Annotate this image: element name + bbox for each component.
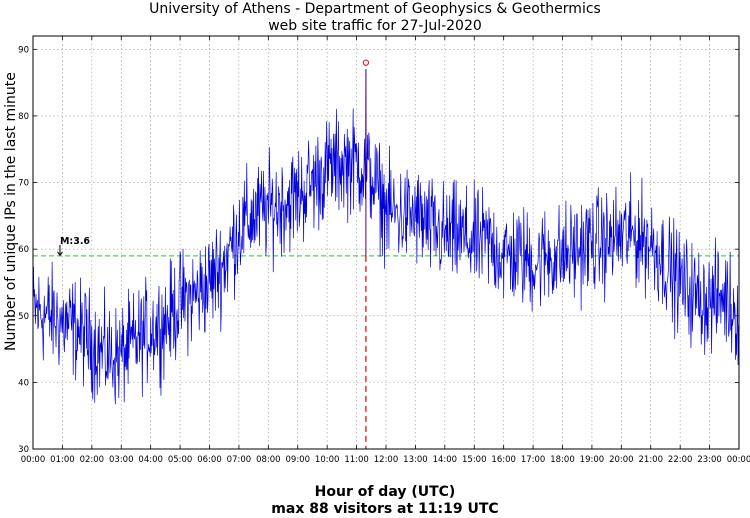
x-tick-label: 22:00 (668, 455, 693, 465)
x-tick-label: 08:00 (256, 455, 281, 465)
x-tick-label: 06:00 (197, 455, 222, 465)
y-tick-label: 90 (18, 45, 29, 55)
traffic-series-line (32, 68, 740, 405)
x-tick-label: 12:00 (374, 455, 399, 465)
x-axis-label: Hour of day (UTC) (314, 484, 456, 500)
y-tick-label: 70 (18, 179, 29, 189)
x-tick-label: 11:00 (344, 455, 369, 465)
y-tick-label: 30 (18, 445, 29, 455)
plot-frame (32, 35, 740, 450)
x-tick-label: 17:00 (521, 455, 546, 465)
annotation-arrow-head (57, 251, 63, 257)
x-tick-label: 18:00 (550, 455, 575, 465)
x-tick-label: 21:00 (639, 455, 664, 465)
x-tick-label: 00:00 (21, 455, 46, 465)
x-tick-label: 03:00 (109, 455, 134, 465)
x-tick-label: 20:00 (609, 455, 634, 465)
max-visitors-caption: max 88 visitors at 11:19 UTC (271, 501, 499, 517)
y-tick-label: 60 (18, 245, 29, 255)
x-tick-label: 19:00 (580, 455, 605, 465)
y-tick-label: 80 (18, 112, 29, 122)
x-tick-label: 09:00 (286, 455, 311, 465)
max-marker-circle (362, 59, 370, 66)
x-tick-label: 07:00 (227, 455, 252, 465)
chart-title: University of Athens - Department of Geo… (149, 1, 601, 17)
x-tick-label: 16:00 (491, 455, 516, 465)
x-tick-label: 01:00 (50, 455, 75, 465)
x-tick-label: 05:00 (168, 455, 193, 465)
y-tick-label: 40 (18, 378, 29, 388)
x-tick-label: 00:00 (727, 455, 750, 465)
x-tick-label: 02:00 (80, 455, 105, 465)
x-tick-label: 04:00 (138, 455, 163, 465)
chart-subtitle: web site traffic for 27-Jul-2020 (268, 18, 482, 34)
x-tick-label: 14:00 (433, 455, 458, 465)
x-tick-label: 23:00 (697, 455, 722, 465)
x-tick-label: 15:00 (462, 455, 487, 465)
x-tick-label: 10:00 (315, 455, 340, 465)
y-tick-label: 50 (18, 312, 29, 322)
y-axis-label: Number of unique IPs in the last minute (3, 72, 19, 351)
x-tick-label: 13:00 (403, 455, 428, 465)
magnitude-annotation: M:3.6 (60, 236, 90, 247)
